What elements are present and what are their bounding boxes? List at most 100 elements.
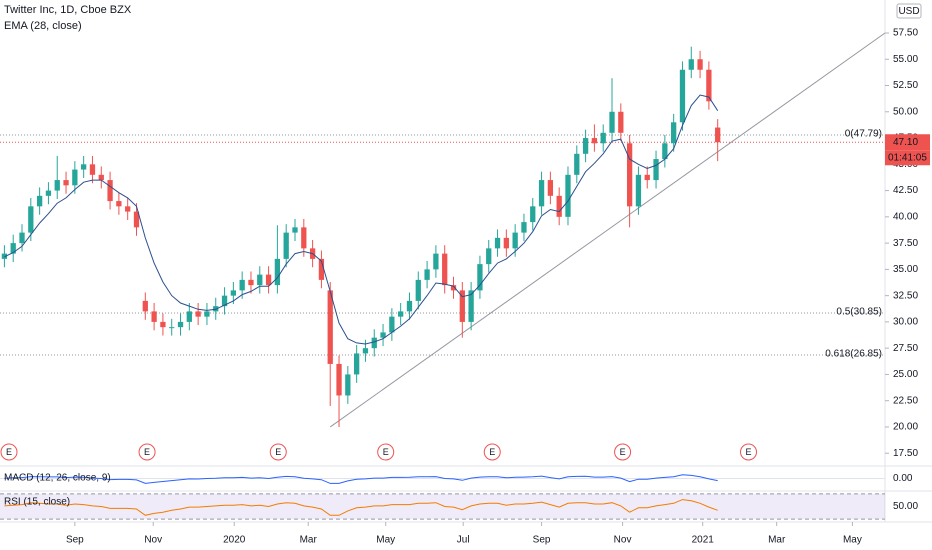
candle-body xyxy=(336,363,342,396)
x-tick-label: 2021 xyxy=(692,535,715,546)
y-tick-label: 32.50 xyxy=(893,290,918,301)
macd-line xyxy=(4,474,718,484)
candle-body xyxy=(151,311,157,322)
candle-body xyxy=(415,279,421,301)
candle-body xyxy=(389,316,395,333)
rsi-band xyxy=(0,493,885,520)
macd-legend: MACD (12, 26, close, 9) xyxy=(4,473,111,484)
candle-body xyxy=(398,311,404,317)
currency-box[interactable] xyxy=(896,3,922,19)
candle-body xyxy=(635,174,642,207)
candle-body xyxy=(371,337,377,349)
candle-body xyxy=(116,201,122,207)
candle-body xyxy=(283,232,289,259)
x-tick-label: May xyxy=(843,535,862,546)
y-tick-label: 27.50 xyxy=(893,343,918,354)
y-tick-label: 20.00 xyxy=(893,422,918,433)
y-tick-label: 50.00 xyxy=(893,106,918,117)
candle-body xyxy=(706,69,712,102)
candle-body xyxy=(450,285,457,291)
earnings-marker xyxy=(377,443,395,461)
candle-body xyxy=(1,253,8,259)
candle-body xyxy=(574,153,580,175)
countdown-label: 01:41:05 xyxy=(888,152,927,163)
candle-body xyxy=(19,232,25,244)
x-tick-label: Sep xyxy=(533,535,551,546)
candle-body xyxy=(362,348,369,354)
candle-body xyxy=(265,274,272,286)
candle-body xyxy=(45,190,52,196)
earnings-marker xyxy=(740,443,758,461)
candle-body xyxy=(133,211,140,228)
candle-body xyxy=(230,290,236,296)
candle-body xyxy=(442,253,448,286)
candle-body xyxy=(345,374,351,396)
candle-body xyxy=(679,69,686,123)
candle-body xyxy=(591,138,598,144)
candle-body xyxy=(107,180,113,202)
candle-body xyxy=(274,258,281,286)
earnings-label: E xyxy=(6,447,12,457)
candle-body xyxy=(697,59,703,70)
candle-body xyxy=(512,232,518,249)
earnings-label: E xyxy=(620,447,626,457)
trendline xyxy=(329,32,886,428)
y-tick-label: 25.00 xyxy=(893,369,918,380)
x-tick-label: Jul xyxy=(457,535,470,546)
last-price-label: 47.10 xyxy=(893,137,918,148)
plot: 17.50 20.00 22.50 25.00 27.50 30.00 32.50 35.00… xyxy=(0,28,930,546)
candle-body xyxy=(424,269,430,280)
candle-body xyxy=(547,180,554,196)
candle-body xyxy=(125,206,131,212)
x-tick-label: Nov xyxy=(144,535,162,546)
candle-body xyxy=(28,206,34,233)
y-tick-label: 52.50 xyxy=(893,80,918,91)
candle-body xyxy=(618,111,624,133)
candle-body xyxy=(530,206,536,223)
candle-body xyxy=(142,300,148,312)
rsi-line xyxy=(4,499,718,516)
x-tick-label: Mar xyxy=(768,535,786,546)
candle-body xyxy=(503,237,509,249)
candle-body xyxy=(169,327,175,329)
candle-body xyxy=(486,248,492,265)
candle-body xyxy=(10,243,16,254)
y-tick-label: 17.50 xyxy=(893,448,918,459)
y-tick-label: 30.00 xyxy=(893,317,918,328)
candle-body xyxy=(292,227,298,233)
earnings-label: E xyxy=(275,447,281,457)
candle-body xyxy=(81,164,87,170)
y-tick-label: 37.50 xyxy=(893,238,918,249)
candle-body xyxy=(301,227,307,249)
candle-body xyxy=(98,174,104,181)
symbol-title: Twitter Inc, 1D, Cboe BZX xyxy=(4,4,132,16)
candle-body xyxy=(327,290,333,364)
y-tick-label: 22.50 xyxy=(893,395,918,406)
fib-label: 0.618(26.85) xyxy=(825,349,882,360)
candle-body xyxy=(380,332,386,338)
candle-body xyxy=(538,180,545,207)
x-tick-label: Nov xyxy=(614,535,632,546)
y-tick-label: 57.50 xyxy=(893,28,918,39)
y-tick-label: 55.00 xyxy=(893,54,918,65)
earnings-marker xyxy=(483,443,501,461)
candle-body xyxy=(600,132,606,144)
candle-body xyxy=(626,143,633,207)
y-tick-label: 40.00 xyxy=(893,211,918,222)
y-tick-label: 42.50 xyxy=(893,185,918,196)
earnings-marker xyxy=(138,443,156,461)
candle-body xyxy=(221,295,228,307)
candle-body xyxy=(177,321,184,328)
candle-body xyxy=(318,258,325,280)
candle-body xyxy=(662,143,668,160)
fib-label: 0.5(30.85) xyxy=(836,307,882,318)
y-tick-label: 35.00 xyxy=(893,264,918,275)
candle-body xyxy=(36,195,43,207)
earnings-label: E xyxy=(745,447,751,457)
currency[interactable]: USD xyxy=(898,6,919,17)
x-tick-label: May xyxy=(376,535,395,546)
candle-body xyxy=(160,321,166,328)
earnings-label: E xyxy=(489,447,495,457)
